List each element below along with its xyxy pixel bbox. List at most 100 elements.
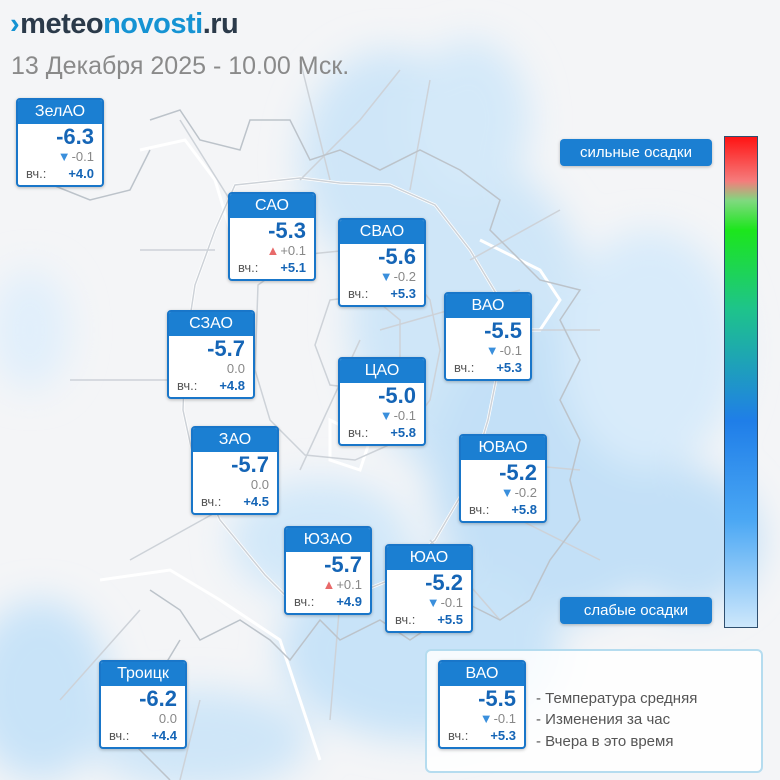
logo-text-novosti: novosti [103, 8, 203, 40]
yesterday-label: вч.: [348, 425, 369, 440]
district-card-szao: СЗАО -5.7 0.0 вч.: +4.8 [167, 310, 255, 399]
yesterday-value: +4.9 [336, 594, 362, 609]
district-yesterday-row: вч.: +5.3 [440, 727, 524, 747]
change-value: -0.2 [393, 269, 416, 284]
district-temperature: -5.2 [499, 460, 537, 485]
arrow-up-icon: ▲ [266, 243, 280, 258]
site-logo[interactable]: ›meteonovosti.ru [10, 8, 239, 41]
yesterday-label: вч.: [201, 494, 222, 509]
yesterday-label: вч.: [109, 728, 130, 743]
change-value: -0.1 [393, 408, 416, 423]
district-hourly-change: ▼-0.1 [387, 594, 471, 611]
legend-change-text: - Изменения за час [536, 711, 671, 728]
yesterday-label: вч.: [448, 728, 469, 743]
change-value: 0.0 [226, 361, 245, 376]
arrow-down-icon: ▼ [485, 343, 499, 358]
change-value: -0.1 [71, 149, 94, 164]
district-name: САО [230, 194, 314, 218]
district-temperature: -5.2 [425, 570, 463, 595]
arrow-up-icon: ▲ [322, 577, 336, 592]
district-name: ЮВАО [461, 436, 545, 460]
yesterday-label: вч.: [454, 360, 475, 375]
district-hourly-change: ▲+0.1 [230, 242, 314, 259]
change-value: 0.0 [250, 477, 269, 492]
district-hourly-change: ▼-0.1 [446, 342, 530, 359]
yesterday-value: +5.3 [496, 360, 522, 375]
district-name: ЮАО [387, 546, 471, 570]
district-card-troitsk: Троицк -6.2 0.0 вч.: +4.4 [99, 660, 187, 749]
district-card-vao: ВАО -5.5 ▼-0.1 вч.: +5.3 [444, 292, 532, 381]
logo-text-domain: .ru [202, 8, 239, 40]
district-name: ВАО [446, 294, 530, 318]
district-name: Троицк [101, 662, 185, 686]
district-yesterday-row: вч.: +5.8 [340, 424, 424, 444]
district-temperature: -5.7 [207, 336, 245, 361]
district-temperature: -5.0 [378, 383, 416, 408]
district-card-yuvao: ЮВАО -5.2 ▼-0.2 вч.: +5.8 [459, 434, 547, 523]
district-card-svao: СВАО -5.6 ▼-0.2 вч.: +5.3 [338, 218, 426, 307]
district-hourly-change: ▼-0.2 [340, 268, 424, 285]
yesterday-label: вч.: [177, 378, 198, 393]
arrow-down-icon: ▼ [500, 485, 514, 500]
yesterday-value: +5.5 [437, 612, 463, 627]
yesterday-value: +5.1 [280, 260, 306, 275]
yesterday-label: вч.: [395, 612, 416, 627]
district-yesterday-row: вч.: +5.5 [387, 611, 471, 631]
yesterday-value: +4.5 [243, 494, 269, 509]
yesterday-label: вч.: [469, 502, 490, 517]
district-card-sao: САО -5.3 ▲+0.1 вч.: +5.1 [228, 192, 316, 281]
change-value: -0.1 [499, 343, 522, 358]
yesterday-label: вч.: [26, 166, 47, 181]
yesterday-label: вч.: [294, 594, 315, 609]
district-yesterday-row: вч.: +4.5 [193, 493, 277, 513]
change-value: +0.1 [336, 577, 362, 592]
district-temperature: -6.2 [139, 686, 177, 711]
arrow-down-icon: ▼ [479, 711, 493, 726]
scale-label-heavy: сильные осадки [560, 139, 712, 166]
district-yesterday-row: вч.: +5.8 [461, 501, 545, 521]
district-yesterday-row: вч.: +5.3 [340, 285, 424, 305]
yesterday-value: +5.3 [390, 286, 416, 301]
district-yesterday-row: вч.: +4.9 [286, 593, 370, 613]
scale-label-light: слабые осадки [560, 597, 712, 624]
district-yesterday-row: вч.: +5.3 [446, 359, 530, 379]
change-value: -0.1 [493, 711, 516, 726]
legend-yesterday-text: - Вчера в это время [536, 733, 674, 750]
yesterday-label: вч.: [348, 286, 369, 301]
district-card-zao: ЗАО -5.7 0.0 вч.: +4.5 [191, 426, 279, 515]
yesterday-value: +5.8 [390, 425, 416, 440]
district-name: ЗАО [193, 428, 277, 452]
precipitation-scale-bar [724, 136, 758, 628]
yesterday-value: +4.0 [68, 166, 94, 181]
change-value: -0.2 [514, 485, 537, 500]
district-temperature: -5.5 [478, 686, 516, 711]
yesterday-value: +5.3 [490, 728, 516, 743]
district-yesterday-row: вч.: +4.0 [18, 165, 102, 185]
district-temperature: -5.6 [378, 244, 416, 269]
district-name: ЗелАО [18, 100, 102, 124]
district-hourly-change: 0.0 [169, 360, 253, 377]
district-name: ЦАО [340, 359, 424, 383]
arrow-down-icon: ▼ [57, 149, 71, 164]
district-temperature: -6.3 [56, 124, 94, 149]
legend-temperature-text: - Температура средняя [536, 690, 698, 707]
change-value: -0.1 [440, 595, 463, 610]
logo-mark: › [10, 8, 20, 40]
district-yesterday-row: вч.: +5.1 [230, 259, 314, 279]
district-name: ЮЗАО [286, 528, 370, 552]
district-yesterday-row: вч.: +4.8 [169, 377, 253, 397]
district-hourly-change: 0.0 [101, 710, 185, 727]
district-temperature: -5.7 [231, 452, 269, 477]
change-value: 0.0 [158, 711, 177, 726]
district-card-tsao: ЦАО -5.0 ▼-0.1 вч.: +5.8 [338, 357, 426, 446]
yesterday-value: +4.4 [151, 728, 177, 743]
district-hourly-change: ▼-0.1 [18, 148, 102, 165]
district-hourly-change: ▼-0.2 [461, 484, 545, 501]
arrow-down-icon: ▼ [379, 408, 393, 423]
district-card-zelao: ЗелАО -6.3 ▼-0.1 вч.: +4.0 [16, 98, 104, 187]
district-hourly-change: ▲+0.1 [286, 576, 370, 593]
district-temperature: -5.7 [324, 552, 362, 577]
observation-datetime: 13 Декабря 2025 - 10.00 Мск. [11, 52, 350, 80]
district-name: СЗАО [169, 312, 253, 336]
